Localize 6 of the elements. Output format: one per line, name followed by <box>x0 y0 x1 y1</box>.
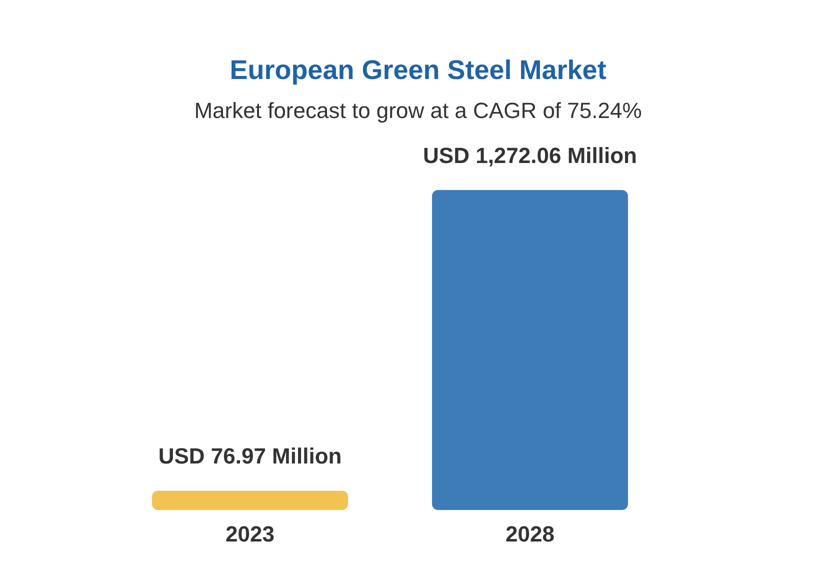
chart-title: European Green Steel Market <box>230 55 606 85</box>
data-label: USD 76.97 Million <box>158 444 342 469</box>
x-tick-label: 2023 <box>226 522 274 546</box>
data-label: USD 1,272.06 Million <box>423 143 637 168</box>
chart-subtitle: Market forecast to grow at a CAGR of 75.24% <box>194 98 642 123</box>
x-tick-label: 2028 <box>506 522 554 546</box>
